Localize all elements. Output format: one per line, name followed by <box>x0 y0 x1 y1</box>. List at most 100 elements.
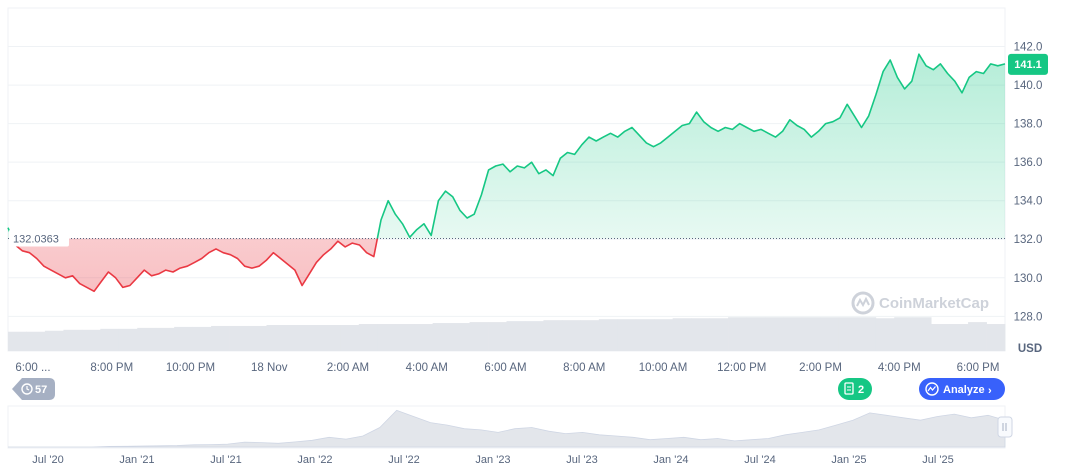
x-tick-label: 2:00 AM <box>327 362 369 374</box>
volume-bar <box>26 331 46 351</box>
volume-bar <box>764 317 784 351</box>
volume-bar <box>709 318 729 351</box>
volume-bar <box>118 328 138 351</box>
y-tick-label: 136.0 <box>1014 157 1043 169</box>
volume-bar <box>100 328 120 351</box>
volume-bar <box>691 318 710 351</box>
baseline-label: 132.0363 <box>9 229 69 247</box>
volume-bar <box>672 318 692 351</box>
volume-bar <box>192 326 212 351</box>
volume-bar <box>229 325 249 351</box>
y-tick-label: 140.0 <box>1014 80 1043 92</box>
volume-bar <box>321 324 341 351</box>
volume-bar <box>506 321 526 351</box>
document-icon <box>844 382 854 395</box>
volume-bar <box>894 317 914 351</box>
volume-bar <box>137 327 157 351</box>
history-icon <box>21 383 33 395</box>
volume-bar <box>838 317 858 351</box>
volume-bar <box>875 318 895 351</box>
volume-bar <box>155 327 175 351</box>
volume-bar <box>8 331 27 351</box>
x-tick-label: 2:00 PM <box>799 362 842 374</box>
current-price-badge: 141.1 <box>1008 53 1048 75</box>
price-line-down <box>11 238 379 293</box>
coinmarketcap-logo-icon <box>851 291 875 315</box>
navigator-label: Jan '25 <box>831 454 866 466</box>
navigator-label: Jul '20 <box>32 454 63 466</box>
price-area-fills <box>8 54 1005 292</box>
area-fill-up <box>8 54 1005 239</box>
volume-bar <box>451 323 470 351</box>
y-tick-label: 138.0 <box>1014 119 1043 131</box>
navigator-label: Jan '22 <box>297 454 332 466</box>
volume-bars <box>8 317 1006 351</box>
volume-bar <box>783 317 803 351</box>
x-tick-label: 10:00 PM <box>166 362 215 374</box>
navigator-area <box>8 409 1006 448</box>
x-tick-label: 8:00 AM <box>563 362 605 374</box>
y-tick-label: 142.0 <box>1014 42 1043 54</box>
volume-bar <box>469 322 489 351</box>
drag-handle-icon[interactable] <box>997 416 1013 438</box>
x-tick-label: 10:00 AM <box>639 362 688 374</box>
volume-bar <box>414 324 434 351</box>
volume-bar <box>635 319 655 351</box>
volume-bar <box>543 320 563 351</box>
navigator-label: Jul '25 <box>922 454 953 466</box>
volume-bar <box>358 324 378 351</box>
navigator-label: Jan '23 <box>475 454 510 466</box>
y-tick-label: 128.0 <box>1014 311 1043 323</box>
history-count: 57 <box>35 384 47 396</box>
y-tick-label: 132.0 <box>1014 234 1043 246</box>
volume-bar <box>617 319 637 351</box>
volume-bar <box>728 317 747 351</box>
volume-bar <box>395 324 415 351</box>
volume-bar <box>820 317 840 351</box>
volume-bar <box>284 324 304 351</box>
price-line-up <box>7 53 1006 239</box>
watermark: CoinMarketCap <box>851 291 989 315</box>
volume-bar <box>488 322 507 351</box>
x-tick-label: 8:00 PM <box>90 362 133 374</box>
volume-bar <box>524 321 544 351</box>
navigator-label: Jul '21 <box>210 454 241 466</box>
y-tick-label: 134.0 <box>1014 196 1043 208</box>
history-badge[interactable]: 57 <box>12 378 55 400</box>
x-tick-label: 18 Nov <box>251 362 288 374</box>
volume-bar <box>303 324 323 351</box>
price-lines <box>7 53 1006 293</box>
volume-bar <box>580 320 600 351</box>
volume-bar <box>598 319 618 351</box>
volume-bar <box>211 325 230 351</box>
analyze-button[interactable]: Analyze › <box>919 378 1005 400</box>
x-tick-label: 4:00 PM <box>878 362 921 374</box>
volume-bar <box>266 324 286 351</box>
navigator-label: Jan '24 <box>653 454 688 466</box>
y-tick-label: 130.0 <box>1014 273 1043 285</box>
volume-bar <box>986 324 1006 351</box>
chevron-right-icon: › <box>988 385 992 397</box>
news-badge[interactable]: 2 <box>838 378 872 400</box>
x-tick-label: 4:00 AM <box>406 362 448 374</box>
volume-bar <box>44 330 64 351</box>
news-count: 2 <box>858 384 864 396</box>
volume-bar <box>377 324 397 351</box>
range-navigator[interactable]: Jul '20 Jan '21 Jul '21 Jan '22 Jul '22 Jan '… <box>7 405 1013 466</box>
baseline-value-label: 132.0363 <box>13 234 59 246</box>
volume-bar <box>931 324 951 351</box>
volume-bar <box>746 317 766 351</box>
volume-bar <box>340 324 360 351</box>
navigator-labels: Jul '20 Jan '21 Jul '21 Jan '22 Jul '22 Jan '… <box>32 454 953 466</box>
volume-bar <box>857 317 877 351</box>
volume-bar <box>432 323 452 351</box>
volume-bar <box>654 319 674 351</box>
volume-bar <box>801 317 821 351</box>
volume-bar <box>912 317 932 351</box>
volume-bar <box>174 326 194 351</box>
x-axis-labels: 6:00 ... 8:00 PM 10:00 PM 18 Nov 2:00 AM 4:00… <box>15 362 999 374</box>
volume-bar <box>81 329 101 351</box>
currency-label: USD <box>1018 343 1042 355</box>
